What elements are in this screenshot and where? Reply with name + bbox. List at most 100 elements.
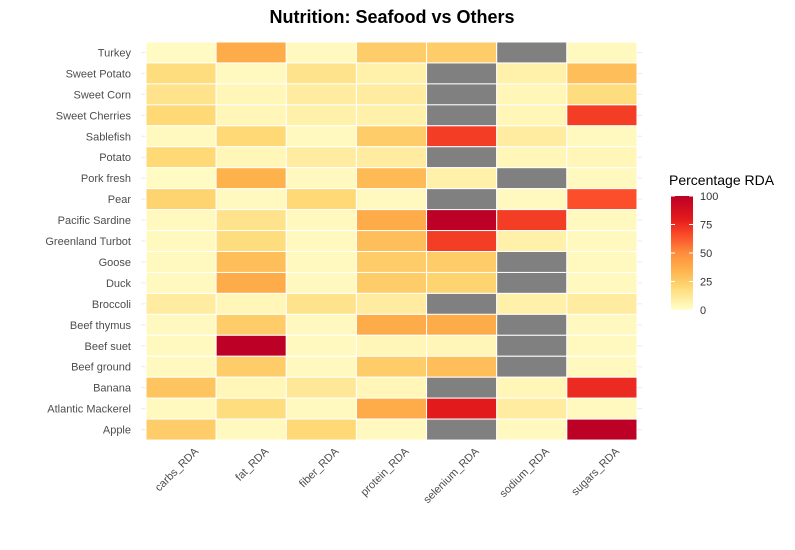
heatmap-cell bbox=[496, 376, 568, 399]
x-tick-label: sugars_RDA bbox=[569, 445, 622, 498]
heatmap-cell bbox=[285, 167, 357, 190]
heatmap-cell bbox=[355, 418, 428, 441]
heatmap-cell bbox=[215, 188, 287, 211]
heatmap-cell bbox=[285, 334, 357, 357]
color-legend: Percentage RDA 0 25 50 75 100 bbox=[669, 172, 775, 317]
y-tick-label: Duck bbox=[106, 278, 132, 290]
heatmap-cell bbox=[566, 230, 638, 253]
heatmap-cell bbox=[145, 251, 217, 273]
x-tick-label: selenium_RDA bbox=[421, 445, 482, 506]
heatmap-cell bbox=[566, 209, 638, 232]
heatmap-cell bbox=[496, 271, 568, 294]
heatmap-cell bbox=[426, 230, 498, 253]
heatmap-cell bbox=[426, 334, 498, 357]
heatmap-cell bbox=[566, 104, 638, 127]
heatmap-cell bbox=[145, 41, 217, 64]
y-tick-label: Pacific Sardine bbox=[58, 215, 131, 227]
heatmap-cell bbox=[496, 251, 568, 273]
heatmap-cell bbox=[215, 334, 287, 357]
heatmap-cell bbox=[355, 83, 428, 106]
heatmap-cell bbox=[496, 167, 568, 190]
legend-tick-label: 75 bbox=[700, 220, 712, 232]
heatmap-cell bbox=[426, 292, 498, 315]
heatmap-cell bbox=[145, 376, 217, 399]
heatmap-cell bbox=[566, 251, 638, 273]
heatmap-cell bbox=[496, 188, 568, 211]
legend-tick-label: 50 bbox=[700, 248, 712, 260]
heatmap-cell bbox=[145, 167, 217, 190]
heatmap-cell bbox=[145, 397, 217, 420]
heatmap-cell bbox=[496, 62, 568, 85]
heatmap-cell bbox=[426, 125, 498, 148]
heatmap-cell bbox=[566, 167, 638, 190]
y-tick-label: Broccoli bbox=[92, 299, 131, 311]
heatmap-cell bbox=[285, 418, 357, 441]
heatmap-cell bbox=[566, 292, 638, 315]
y-tick-label: Goose bbox=[99, 257, 131, 269]
y-tick-label: Greenland Turbot bbox=[45, 236, 131, 248]
heatmap-cell bbox=[215, 292, 287, 315]
heatmap-cell bbox=[285, 230, 357, 253]
heatmap-cell bbox=[355, 188, 428, 211]
y-tick-label: Beef thymus bbox=[70, 320, 132, 332]
heatmap-cell bbox=[426, 397, 498, 420]
legend-tick-label: 0 bbox=[700, 305, 706, 317]
heatmap-cell bbox=[426, 41, 498, 64]
y-tick-label: Banana bbox=[93, 383, 132, 395]
heatmap-cell bbox=[285, 397, 357, 420]
heatmap-cell bbox=[355, 146, 428, 169]
x-tick-label: fat_RDA bbox=[233, 445, 271, 483]
y-axis-labels: Turkey Sweet Potato Sweet Corn Sweet Cherri… bbox=[45, 47, 131, 436]
heatmap-cell bbox=[215, 271, 287, 294]
y-tick-label: Sweet Potato bbox=[66, 68, 131, 80]
heatmap-cell bbox=[496, 125, 568, 148]
heatmap-cell bbox=[566, 146, 638, 169]
heatmap-cell bbox=[496, 418, 568, 441]
y-tick-label: Sweet Cherries bbox=[56, 110, 132, 122]
heatmap-cell bbox=[145, 83, 217, 106]
heatmap-cell bbox=[496, 146, 568, 169]
heatmap-cell bbox=[285, 313, 357, 336]
heatmap-cell bbox=[215, 209, 287, 232]
heatmap-cell bbox=[426, 62, 498, 85]
heatmap-cell bbox=[285, 355, 357, 378]
heatmap-cell bbox=[145, 230, 217, 253]
x-tick-label: sodium_RDA bbox=[498, 445, 553, 500]
heatmap-cell bbox=[145, 104, 217, 127]
heatmap-cell bbox=[145, 355, 217, 378]
heatmap-cell bbox=[566, 334, 638, 357]
heatmap-cell bbox=[355, 209, 428, 232]
heatmap-panel bbox=[141, 41, 642, 441]
heatmap-cell bbox=[566, 397, 638, 420]
heatmap-cell bbox=[566, 271, 638, 294]
x-axis-labels: carbs_RDA fat_RDA fiber_RDA protein_RDA sele… bbox=[153, 445, 623, 506]
heatmap-cell bbox=[285, 188, 357, 211]
y-tick-label: Potato bbox=[99, 152, 131, 164]
heatmap-cell bbox=[215, 376, 287, 399]
chart-title: Nutrition: Seafood vs Others bbox=[269, 7, 514, 27]
heatmap-cell bbox=[215, 355, 287, 378]
heatmap-cell bbox=[426, 313, 498, 336]
heatmap-cell bbox=[355, 292, 428, 315]
heatmap-cell bbox=[285, 125, 357, 148]
legend-colorbar bbox=[671, 196, 693, 310]
heatmap-cell bbox=[426, 418, 498, 441]
heatmap-cell bbox=[285, 251, 357, 273]
heatmap-cell bbox=[145, 188, 217, 211]
heatmap-cell bbox=[566, 355, 638, 378]
heatmap-cell bbox=[355, 376, 428, 399]
heatmap-cell bbox=[426, 83, 498, 106]
heatmap-cell bbox=[355, 41, 428, 64]
heatmap-cell bbox=[426, 167, 498, 190]
heatmap-cell bbox=[496, 313, 568, 336]
x-tick-label: protein_RDA bbox=[359, 445, 412, 498]
heatmap-cell bbox=[145, 146, 217, 169]
y-tick-label: Atlantic Mackerel bbox=[47, 404, 131, 416]
heatmap-cell bbox=[285, 62, 357, 85]
y-tick-label: Turkey bbox=[98, 47, 132, 59]
heatmap-cell bbox=[215, 251, 287, 273]
heatmap-cell bbox=[215, 397, 287, 420]
heatmap-cell bbox=[285, 376, 357, 399]
legend-title: Percentage RDA bbox=[669, 172, 775, 188]
heatmap-cell bbox=[355, 125, 428, 148]
